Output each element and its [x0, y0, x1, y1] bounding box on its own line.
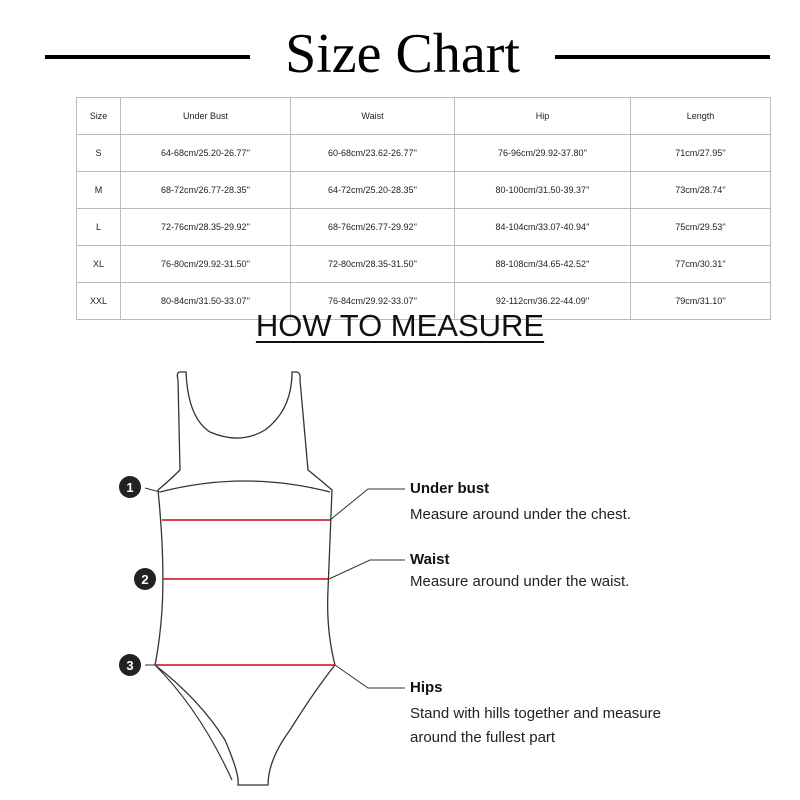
column-header: Hip — [454, 97, 631, 135]
table-cell: 77cm/30.31'' — [630, 245, 771, 283]
under-bust-description: Measure around under the chest. — [410, 506, 631, 523]
marker-3: 3 — [119, 654, 141, 676]
title-rule-right — [555, 55, 770, 59]
table-row: XXL 80-84cm/31.50-33.07'' 76-84cm/29.92-33… — [76, 282, 771, 320]
table-cell: S — [76, 134, 121, 172]
table-cell: 73cm/28.74'' — [630, 171, 771, 209]
svg-text:2: 2 — [141, 572, 148, 587]
table-cell: 76-96cm/29.92-37.80'' — [454, 134, 631, 172]
table-cell: 80-100cm/31.50-39.37'' — [454, 171, 631, 209]
under-bust-leader — [329, 488, 405, 521]
table-cell: M — [76, 171, 121, 209]
leg-seam-left — [154, 664, 233, 781]
table-row: M 68-72cm/26.77-28.35'' 64-72cm/25.20-28.3… — [76, 171, 771, 209]
hips-description-line-2: around the fullest part — [410, 729, 556, 746]
svg-text:3: 3 — [126, 658, 133, 673]
marker-2: 2 — [134, 568, 156, 590]
hips-description-line-1: Stand with hills together and measure — [410, 705, 661, 722]
how-to-measure-heading: HOW TO MEASURE — [255, 308, 545, 343]
title-rule-left — [45, 55, 250, 59]
marker-1: 1 — [119, 476, 141, 498]
table-cell: 80-84cm/31.50-33.07'' — [120, 282, 291, 320]
table-cell: 72-80cm/28.35-31.50'' — [290, 245, 455, 283]
table-cell: 76-80cm/29.92-31.50'' — [120, 245, 291, 283]
table-cell: 75cm/29.53'' — [630, 208, 771, 246]
bust-seam — [159, 480, 331, 493]
table-cell: 72-76cm/28.35-29.92'' — [120, 208, 291, 246]
under-bust-label: Under bust — [410, 480, 490, 497]
waist-description: Measure around under the waist. — [410, 573, 630, 590]
hips-label: Hips — [410, 679, 443, 696]
page-title: Size Chart — [285, 23, 520, 85]
table-row: XL 76-80cm/29.92-31.50'' 72-80cm/28.35-31.… — [76, 245, 771, 283]
waist-label: Waist — [410, 551, 450, 568]
table-cell: 92-112cm/36.22-44.09'' — [454, 282, 631, 320]
table-cell: 68-72cm/26.77-28.35'' — [120, 171, 291, 209]
hips-leader — [334, 664, 405, 689]
table-cell: 84-104cm/33.07-40.94'' — [454, 208, 631, 246]
table-cell: 60-68cm/23.62-26.77'' — [290, 134, 455, 172]
table-cell: XXL — [76, 282, 121, 320]
waist-leader — [328, 559, 405, 580]
column-header: Under Bust — [120, 97, 291, 135]
table-cell: 79cm/31.10'' — [630, 282, 771, 320]
size-table: Size Under Bust Waist Hip Length S 64-68cm/25.… — [76, 97, 771, 320]
table-cell: 76-84cm/29.92-33.07'' — [290, 282, 455, 320]
svg-text:1: 1 — [126, 480, 133, 495]
table-row: S 64-68cm/25.20-26.77'' 60-68cm/23.62-26.7… — [76, 134, 771, 172]
